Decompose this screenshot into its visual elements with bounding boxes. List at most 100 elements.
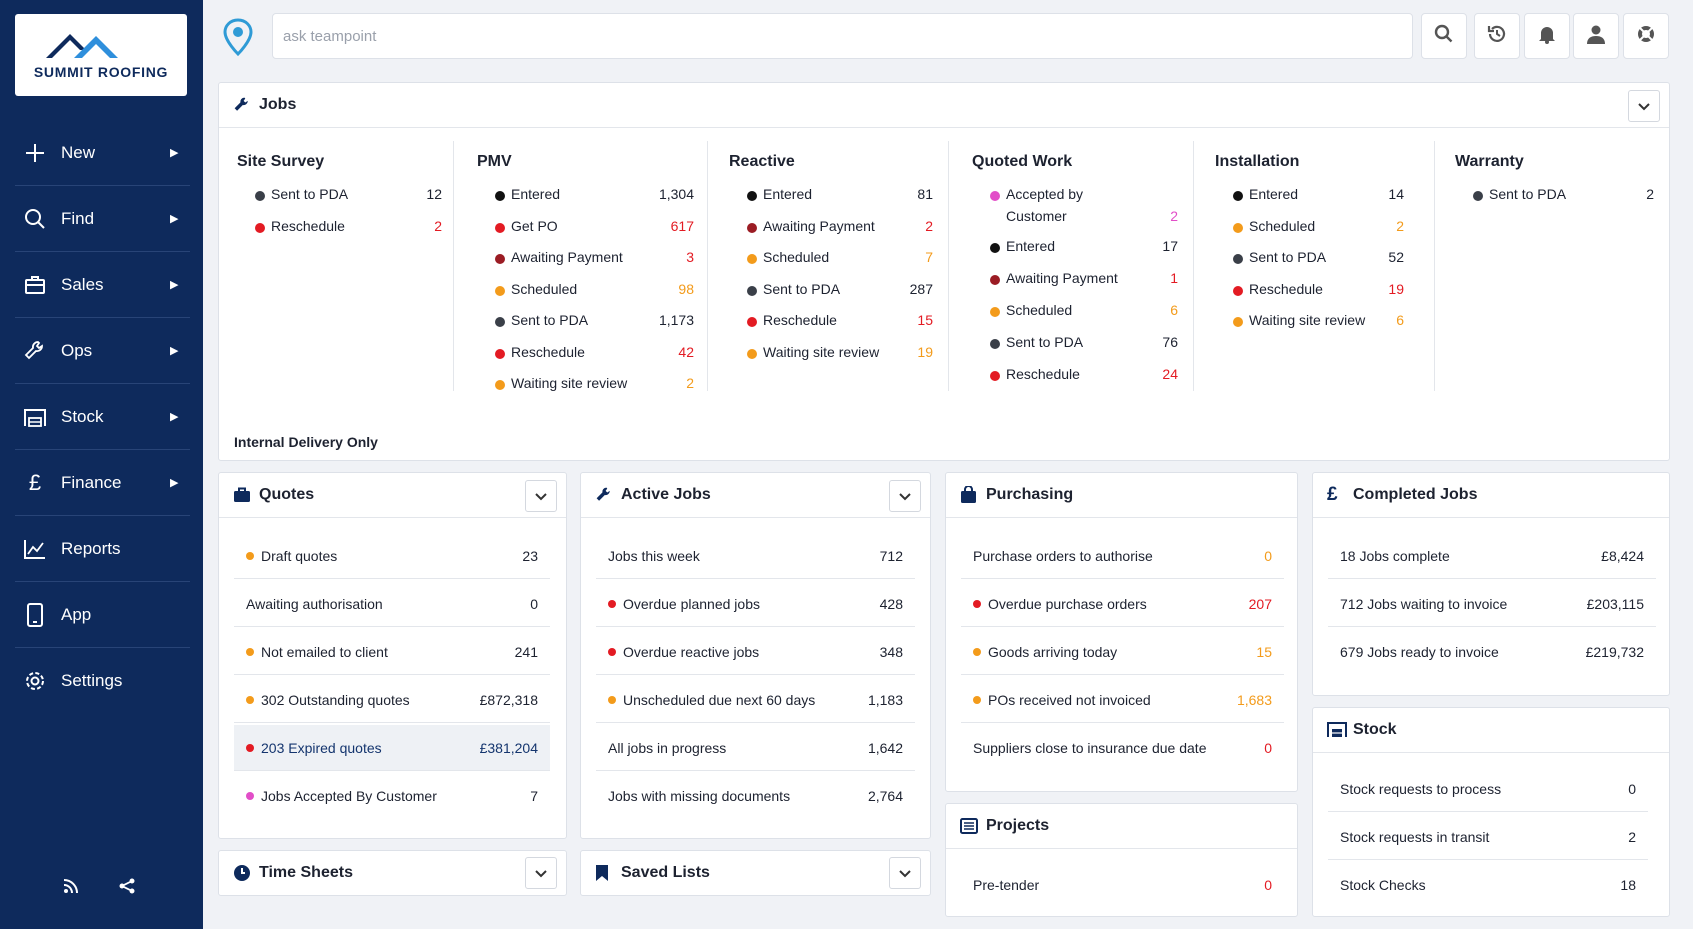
status-row[interactable]: Scheduled 7 (747, 249, 933, 268)
help-button[interactable] (1623, 13, 1669, 59)
status-row[interactable]: Waiting site review 2 (495, 375, 694, 394)
status-row[interactable]: Waiting site review 6 (1233, 312, 1404, 331)
list-item[interactable]: Stock Checks 18 (1328, 862, 1648, 908)
sidebar-item-label: Settings (61, 671, 123, 690)
status-row[interactable]: Awaiting Payment 3 (495, 249, 694, 268)
rss-icon[interactable] (56, 872, 86, 900)
company-logo[interactable]: SUMMIT ROOFING (15, 14, 187, 96)
status-row[interactable]: Sent to PDA 76 (990, 334, 1178, 353)
status-row[interactable]: Awaiting Payment 2 (747, 218, 933, 237)
list-item-value: 2,764 (867, 788, 903, 804)
status-row[interactable]: Reschedule 19 (1233, 281, 1404, 300)
status-row[interactable]: Sent to PDA 52 (1233, 249, 1404, 268)
status-row[interactable]: Entered 14 (1233, 186, 1404, 205)
sidebar-item-ops[interactable]: Ops ▶ (15, 318, 190, 384)
status-row[interactable]: Scheduled 6 (990, 302, 1178, 321)
status-row[interactable]: Entered 17 (990, 238, 1178, 257)
collapse-button[interactable] (525, 480, 557, 512)
history-button[interactable] (1474, 13, 1520, 59)
sidebar-item-sales[interactable]: Sales ▶ (15, 252, 190, 318)
status-row[interactable]: Scheduled 2 (1233, 218, 1404, 237)
status-row[interactable]: Sent to PDA 287 (747, 281, 933, 300)
status-row[interactable]: Sent to PDA 2 (1473, 186, 1654, 205)
list-item[interactable]: Pre-tender 0 (961, 862, 1284, 908)
share-icon[interactable] (112, 872, 142, 900)
collapse-button[interactable] (889, 857, 921, 889)
status-row[interactable]: Get PO 617 (495, 218, 694, 237)
sidebar: SUMMIT ROOFING New ▶ Find ▶ Sales ▶ Ops … (0, 0, 203, 929)
status-count: 2 (686, 375, 694, 391)
status-dot (990, 307, 1000, 317)
list-item-value: 712 (879, 547, 903, 564)
status-row[interactable]: Reschedule 2 (255, 218, 442, 237)
list-item[interactable]: Goods arriving today 15 (961, 629, 1284, 675)
sidebar-item-label: App (61, 604, 92, 624)
search-button[interactable] (1421, 13, 1467, 59)
status-dot (1233, 317, 1243, 327)
user-profile-button[interactable] (1573, 13, 1619, 59)
sidebar-item-find[interactable]: Find ▶ (15, 186, 190, 252)
list-item[interactable]: Purchase orders to authorise 0 (961, 533, 1284, 579)
status-label: Sent to PDA (1249, 249, 1327, 265)
collapse-button[interactable] (525, 857, 557, 889)
list-item[interactable]: Not emailed to client 241 (234, 629, 550, 675)
list-item[interactable]: 18 Jobs complete £8,424 (1328, 533, 1656, 579)
status-row[interactable]: Accepted by Customer 2 (990, 186, 1178, 227)
status-row[interactable]: Reschedule 15 (747, 312, 933, 331)
status-row[interactable]: Waiting site review 19 (747, 344, 933, 363)
list-item[interactable]: Stock requests to process 0 (1328, 766, 1648, 812)
list-item-value: 7 (530, 788, 538, 804)
list-item[interactable]: Jobs this week 712 (596, 533, 915, 579)
teampoint-logo-icon[interactable] (222, 18, 254, 61)
sidebar-item-settings[interactable]: Settings (15, 648, 190, 714)
list-item[interactable]: POs received not invoiced 1,683 (961, 677, 1284, 723)
status-dot (495, 191, 505, 201)
sidebar-item-new[interactable]: New ▶ (15, 120, 190, 186)
notifications-button[interactable] (1524, 13, 1570, 59)
list-item[interactable]: Suppliers close to insurance due date 0 (961, 725, 1284, 771)
list-item[interactable]: 302 Outstanding quotes £872,318 (234, 677, 550, 723)
status-row[interactable]: Reschedule 42 (495, 344, 694, 363)
status-row[interactable]: Entered 1,304 (495, 186, 694, 205)
list-item[interactable]: Draft quotes 23 (234, 533, 550, 579)
jobs-column-title: Quoted Work (972, 153, 1073, 170)
status-row[interactable]: Sent to PDA 1,173 (495, 312, 694, 331)
status-label: Accepted by Customer (1006, 186, 1084, 224)
status-row[interactable]: Entered 81 (747, 186, 933, 205)
collapse-button[interactable] (889, 480, 921, 512)
list-item[interactable]: Stock requests in transit 2 (1328, 814, 1648, 860)
history-icon (1487, 24, 1507, 49)
list-item[interactable]: Overdue planned jobs 428 (596, 581, 915, 627)
roof-logo-icon (46, 34, 118, 58)
sidebar-item-stock[interactable]: Stock ▶ (15, 384, 190, 450)
status-row[interactable]: Sent to PDA 12 (255, 186, 442, 205)
list-item[interactable]: All jobs in progress 1,642 (596, 725, 915, 771)
list-item[interactable]: Jobs Accepted By Customer 7 (234, 773, 550, 819)
list-item[interactable]: Jobs with missing documents 2,764 (596, 773, 915, 819)
status-count: 2 (925, 217, 933, 234)
status-label: Reschedule (1006, 366, 1080, 382)
caret-right-icon: ▶ (170, 213, 179, 225)
list-item[interactable]: 203 Expired quotes £381,204 (234, 725, 550, 771)
sidebar-item-reports[interactable]: Reports (15, 516, 190, 582)
status-count: 19 (917, 343, 933, 360)
sidebar-item-app[interactable]: App (15, 582, 190, 648)
search-input[interactable] (272, 13, 1413, 59)
status-row[interactable]: Awaiting Payment 1 (990, 270, 1178, 289)
column-divider (453, 141, 454, 391)
status-dot (990, 339, 1000, 349)
list-item[interactable]: Overdue purchase orders 207 (961, 581, 1284, 627)
list-item[interactable]: Awaiting authorisation 0 (234, 581, 550, 627)
list-item[interactable]: 712 Jobs waiting to invoice £203,115 (1328, 581, 1656, 627)
sidebar-item-finance[interactable]: £ Finance ▶ (15, 450, 190, 516)
list-item[interactable]: Overdue reactive jobs 348 (596, 629, 915, 675)
status-row[interactable]: Reschedule 24 (990, 366, 1178, 385)
collapse-button[interactable] (1628, 90, 1660, 122)
status-count: 52 (1388, 249, 1404, 265)
list-item[interactable]: 679 Jobs ready to invoice £219,732 (1328, 629, 1656, 675)
sidebar-item-label: Reports (61, 538, 121, 558)
status-label: Scheduled (1006, 302, 1073, 318)
time-sheets-card: Time Sheets (218, 850, 567, 896)
status-row[interactable]: Scheduled 98 (495, 281, 694, 300)
list-item[interactable]: Unscheduled due next 60 days 1,183 (596, 677, 915, 723)
